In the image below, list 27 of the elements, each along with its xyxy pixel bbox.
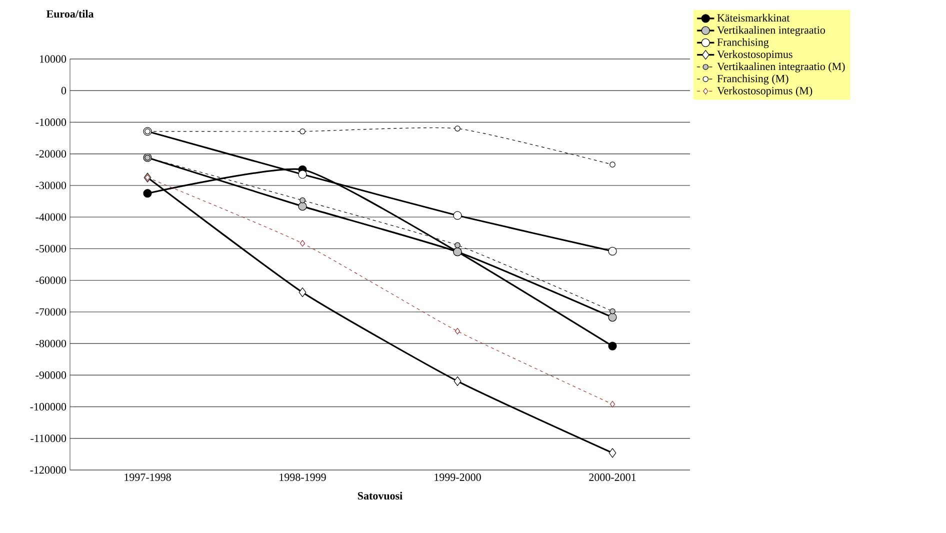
x-tick-label: 1998-1999 — [280, 474, 326, 481]
legend-label: Vertikaalinen integraatio (M) — [717, 62, 845, 72]
x-axis-title: Satovuosi — [358, 492, 402, 500]
x-tick-label: 1997-1998 — [124, 474, 171, 481]
y-tick-label: -110000 — [30, 434, 66, 442]
legend-label: Franchising — [717, 38, 769, 48]
y-tick-label: -120000 — [30, 466, 66, 474]
y-tick-label: -20000 — [36, 150, 66, 158]
legend-label: Vertikaalinen integraatio — [717, 26, 825, 36]
y-tick-label: -50000 — [36, 244, 66, 252]
legend-label: Verkostosopimus — [717, 50, 792, 60]
y-tick-label: -90000 — [36, 371, 66, 379]
x-tick-label: 2000-2001 — [589, 474, 636, 481]
y-tick-label: -80000 — [36, 340, 66, 348]
legend-label: Franchising (M) — [717, 74, 788, 85]
y-tick-label: -60000 — [36, 276, 66, 284]
y-tick-label: -100000 — [30, 403, 66, 410]
y-tick-label: -70000 — [36, 308, 66, 316]
legend-label: Käteismarkkinat — [717, 14, 790, 22]
y-tick-label: -30000 — [36, 182, 66, 190]
y-axis-title: Euroa/tila — [46, 10, 94, 18]
legend-label: Verkostosopimus (M) — [717, 86, 812, 97]
y-tick-label: -10000 — [36, 118, 66, 126]
y-tick-label: -40000 — [36, 213, 66, 221]
y-tick-label: 10000 — [40, 55, 66, 63]
x-tick-label: 1999-2000 — [434, 474, 481, 481]
y-tick-label: 0 — [61, 86, 66, 94]
